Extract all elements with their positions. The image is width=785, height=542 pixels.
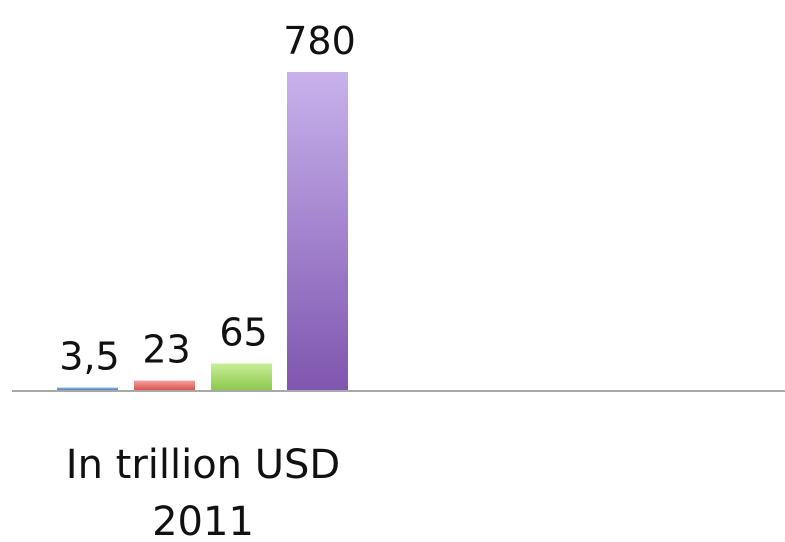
category-label-line-1: In trillion USD: [66, 442, 340, 488]
data-label-0: 3,5: [59, 335, 119, 379]
bar-2: [211, 363, 272, 390]
data-labels-layer: 3,5 23 65 780: [59, 19, 355, 379]
bar-3: [287, 72, 348, 390]
category-label-line-2: 2011: [152, 499, 254, 542]
data-label-3: 780: [283, 19, 356, 63]
data-label-2: 65: [219, 311, 267, 355]
bar-1: [134, 380, 195, 390]
bar-0: [57, 387, 118, 390]
data-label-1: 23: [142, 328, 190, 372]
bars-layer: [57, 72, 348, 390]
